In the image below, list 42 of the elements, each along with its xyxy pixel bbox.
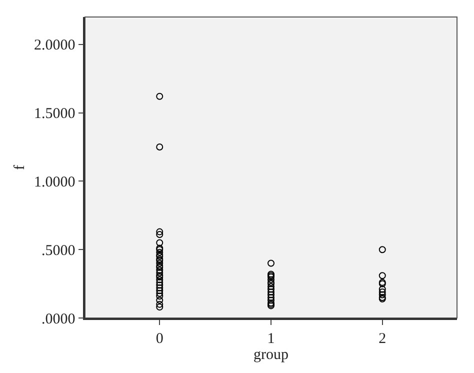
x-tick-label: 2	[378, 330, 386, 347]
x-axis-title: group	[254, 346, 288, 363]
point	[156, 292, 164, 300]
point	[378, 246, 386, 254]
point	[156, 143, 164, 150]
y-tick-label: .0000	[42, 311, 76, 328]
point	[156, 287, 164, 294]
point	[378, 272, 386, 280]
point	[156, 269, 164, 276]
y-axis-title: f	[12, 165, 28, 170]
point	[156, 231, 164, 238]
y-tick-label: 1.0000	[34, 174, 76, 190]
point	[268, 294, 274, 301]
point	[268, 276, 274, 284]
y-tick-label: .5000	[42, 242, 76, 259]
point	[268, 283, 274, 290]
point	[378, 288, 386, 296]
point	[156, 92, 164, 100]
point	[156, 300, 164, 308]
point	[156, 266, 164, 274]
point	[378, 291, 386, 298]
point	[156, 239, 164, 246]
point	[156, 228, 164, 236]
y-tick-label: 1.5000	[34, 106, 76, 122]
point	[268, 260, 274, 267]
point	[268, 291, 274, 298]
x-tick-label: 0	[156, 330, 164, 347]
y-tick-label: 2.0000	[34, 38, 76, 54]
point	[268, 286, 274, 293]
point	[378, 286, 386, 293]
point	[156, 284, 164, 292]
point	[156, 282, 164, 289]
point	[156, 276, 164, 284]
point	[156, 278, 164, 286]
point	[156, 296, 164, 304]
point	[156, 260, 164, 267]
x-tick-label: 1	[267, 330, 275, 347]
point	[268, 296, 274, 304]
point	[156, 290, 164, 297]
point	[156, 248, 164, 256]
point	[156, 304, 164, 311]
point	[268, 288, 274, 296]
